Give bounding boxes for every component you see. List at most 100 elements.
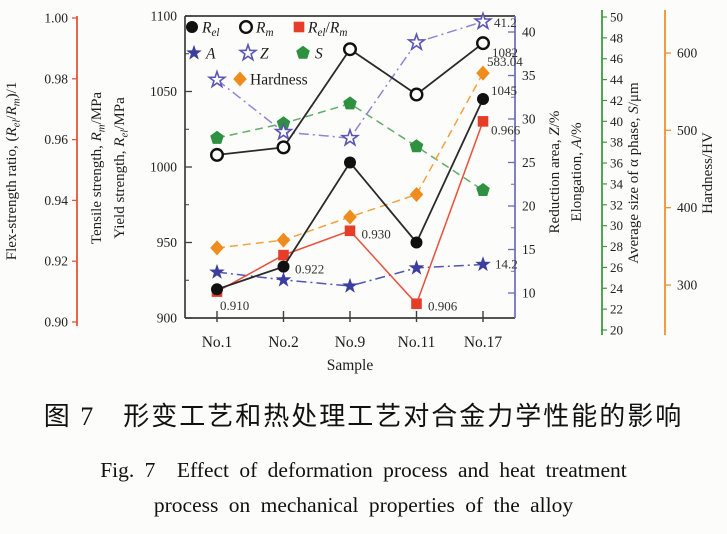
alpha-tick-label: 42	[610, 93, 623, 108]
hardness-tick-label: 300	[677, 277, 698, 292]
alpha-tick-label: 24	[610, 281, 624, 296]
Z-marker-No.1	[206, 69, 228, 89]
Z-marker-No.17	[472, 10, 494, 31]
R_el_R_m-marker-No.11	[411, 298, 422, 310]
R_el-marker-No.17	[477, 93, 489, 106]
percent-tick-label: 30	[522, 112, 536, 127]
strength-tick-label: 950	[157, 235, 178, 250]
R_m-marker-No.11	[409, 87, 424, 102]
Hardness-marker-No.11	[409, 187, 424, 203]
strength-tick-label: 1100	[151, 9, 178, 24]
chart: 1.000.980.960.940.920.901100105010009509…	[4, 9, 716, 375]
Z-marker-No.9	[339, 127, 361, 147]
alpha-tick-label: 36	[610, 156, 624, 171]
A-marker-No.9	[342, 277, 358, 293]
S-marker-No.9	[343, 96, 357, 110]
R_el_R_m-marker-No.17	[477, 116, 489, 127]
legend-marker-Hardness	[233, 71, 247, 87]
Hardness-marker-No.2	[276, 232, 291, 248]
x-tick-label-No.17: No.17	[464, 334, 503, 351]
R_m-marker-No.2	[276, 140, 291, 155]
S-marker-No.11	[409, 139, 424, 153]
annotation-41.2: 41.2	[494, 15, 517, 30]
R_el-marker-No.9	[344, 156, 356, 169]
annotation-0.930: 0.930	[362, 227, 391, 242]
strength-tick-label: 1000	[150, 160, 177, 175]
caption-english-line1: Fig. 7 Effect of deformation process and…	[100, 458, 627, 482]
annotation-0.910: 0.910	[220, 298, 249, 313]
R_el-marker-No.2	[277, 260, 290, 273]
legend-marker-R_el_R_m	[293, 21, 305, 33]
legend-marker-R_el	[186, 21, 198, 33]
ratio-tick-label: 0.92	[44, 254, 68, 269]
alpha-tick-label: 28	[610, 239, 623, 254]
alpha-tick-label: 48	[610, 30, 623, 45]
percent-tick-label: 25	[522, 155, 536, 170]
legend-label-S: S	[315, 46, 323, 63]
percent-tick-label: 10	[522, 286, 536, 301]
percent-tick-label: 20	[522, 199, 536, 214]
alpha-tick-label: 20	[610, 322, 623, 337]
Z-marker-No.11	[406, 31, 427, 52]
R_el-marker-No.11	[410, 236, 423, 249]
Z-marker-No.2	[273, 121, 294, 141]
R_m-marker-No.1	[209, 147, 224, 162]
legend-label-A: A	[205, 46, 216, 63]
A-line	[216, 263, 484, 287]
legend-marker-Z	[237, 42, 259, 62]
x-tick-label-No.1: No.1	[202, 334, 233, 351]
S-marker-No.1	[210, 130, 224, 144]
alpha-axis-title: Average size of α phase, S/μm	[626, 82, 642, 264]
percent-axis-title: Elongation, A/%	[569, 122, 585, 221]
annotation-0.966: 0.966	[491, 122, 521, 137]
ratio-tick-label: 1.00	[44, 11, 68, 26]
ratio-axis-title: Flex-strength ratio, (Rel/Rm)/1	[4, 82, 23, 261]
ratio-tick-label: 0.96	[44, 132, 68, 147]
x-axis-title: Sample	[327, 357, 374, 374]
A-marker-No.1	[209, 263, 225, 279]
alpha-tick-label: 32	[610, 197, 623, 212]
ratio-tick-label: 0.98	[44, 71, 68, 86]
R_m-marker-No.9	[343, 42, 358, 57]
A-marker-No.11	[408, 259, 425, 275]
alpha-tick-label: 46	[610, 51, 624, 66]
percent-tick-label: 40	[522, 25, 536, 40]
alpha-tick-label: 40	[610, 114, 623, 129]
Hardness-marker-No.1	[210, 240, 224, 256]
alpha-tick-label: 26	[610, 260, 624, 275]
S-marker-No.17	[476, 183, 490, 196]
strength-axis-title: Yield strength, Rel/MPa	[112, 97, 131, 239]
legend-marker-S	[296, 45, 310, 59]
legend-label-R_m: Rm	[255, 20, 274, 40]
annotation-1045: 1045	[491, 83, 517, 98]
R_el_R_m-marker-No.2	[278, 249, 289, 261]
annotation-0.906: 0.906	[428, 299, 458, 314]
annotation-14.2: 14.2	[495, 256, 518, 271]
legend-label-R_el: Rel	[201, 20, 220, 40]
legend-label-Hardness: Hardness	[250, 72, 308, 89]
percent-tick-label: 15	[522, 242, 536, 257]
Hardness-marker-No.9	[343, 209, 357, 225]
hardness-tick-label: 600	[677, 46, 698, 61]
A-marker-No.17	[475, 256, 491, 272]
alpha-tick-label: 34	[610, 176, 624, 191]
hardness-tick-label: 500	[677, 123, 698, 138]
R_el_R_m-marker-No.9	[344, 225, 356, 237]
alpha-tick-label: 22	[610, 302, 623, 317]
legend-marker-A	[186, 44, 202, 60]
annotation-583.04: 583.04	[487, 54, 523, 69]
annotation-1082: 1082	[492, 45, 518, 60]
hardness-axis-title: Hardness/HV	[700, 132, 716, 214]
caption-english-line2: process on mechanical properties of the …	[153, 493, 574, 517]
percent-axis-title: Reduction area, Z/%	[547, 111, 563, 234]
caption-chinese: 图 7 形变工艺和热处理工艺对合金力学性能的影响	[43, 402, 684, 431]
alpha-tick-label: 50	[610, 10, 623, 25]
legend-label-Z: Z	[260, 46, 269, 63]
x-tick-label-No.2: No.2	[268, 334, 299, 351]
ratio-tick-label: 0.94	[44, 193, 68, 208]
alpha-tick-label: 30	[610, 218, 623, 233]
legend-label-R_el_R_m: Rel/Rm	[307, 20, 347, 40]
annotation-0.922: 0.922	[295, 262, 324, 277]
A-marker-No.2	[275, 271, 292, 287]
